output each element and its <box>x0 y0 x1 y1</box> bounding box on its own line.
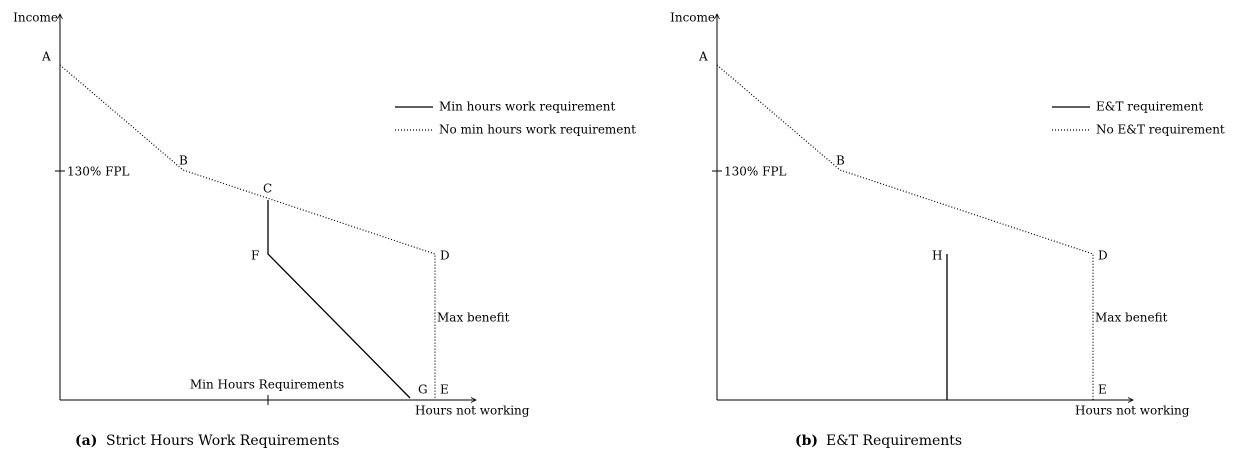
no-requirement-line <box>59 64 436 400</box>
point-label: E <box>440 383 449 397</box>
legend-label: Min hours work requirement <box>439 100 616 114</box>
caption-tag: (b) <box>795 433 818 449</box>
caption-tag: (a) <box>75 433 97 449</box>
tick-label: 130% FPL <box>724 165 787 179</box>
annotation: Max benefit <box>1095 311 1168 325</box>
caption: E&T Requirements <box>826 433 962 449</box>
point-label: G <box>418 383 428 397</box>
annotation: Max benefit <box>437 311 510 325</box>
legend-label: No min hours work requirement <box>439 123 636 137</box>
tick-label: 130% FPL <box>67 165 130 179</box>
panel-b: Income Hours not working 130% FPL A B D … <box>670 11 1225 450</box>
point-label: B <box>836 154 845 168</box>
point-label: E <box>1098 383 1107 397</box>
y-label: Income <box>13 11 58 25</box>
x-label: Hours not working <box>415 404 530 418</box>
point-label: B <box>179 154 188 168</box>
point-label: A <box>698 50 708 64</box>
point-label: A <box>41 50 51 64</box>
caption: Strict Hours Work Requirements <box>106 433 339 449</box>
panel-a: Income Hours not working 130% FPL A B C … <box>13 11 636 450</box>
point-label: H <box>932 249 942 263</box>
legend-label: E&T requirement <box>1096 100 1203 114</box>
annotation: Min Hours Requirements <box>190 378 344 392</box>
x-label: Hours not working <box>1075 404 1190 418</box>
no-requirement-line <box>716 64 1094 400</box>
point-label: D <box>440 249 450 263</box>
requirement-line <box>267 200 411 399</box>
point-label: F <box>251 249 259 263</box>
legend-label: No E&T requirement <box>1096 123 1225 137</box>
point-label: D <box>1098 249 1108 263</box>
y-label: Income <box>670 11 715 25</box>
point-label: C <box>263 182 272 196</box>
